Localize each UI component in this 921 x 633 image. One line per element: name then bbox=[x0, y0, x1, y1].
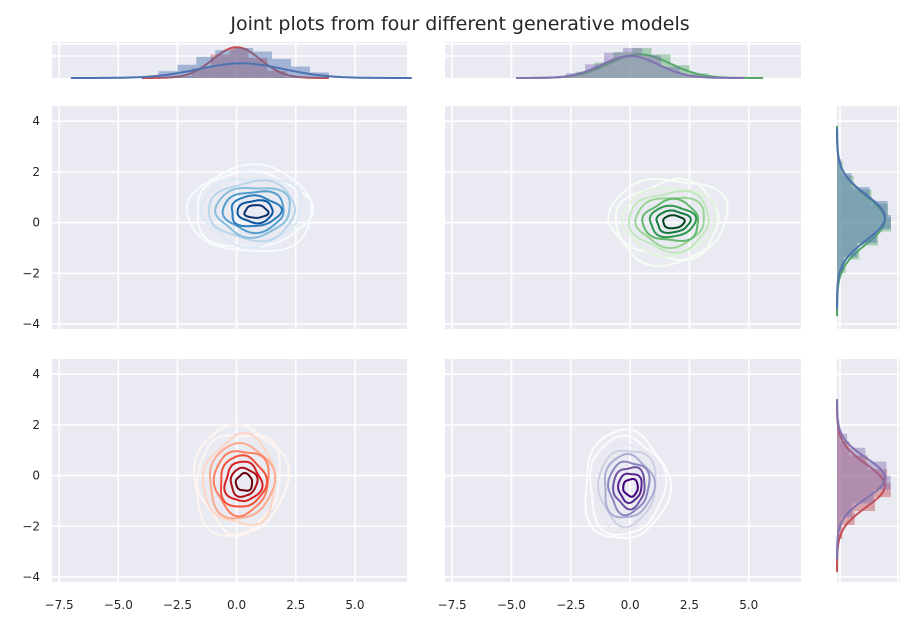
top-hist-bar bbox=[604, 52, 623, 78]
panel-background-top-left bbox=[52, 106, 407, 329]
contour-top-right-level-5 bbox=[641, 197, 700, 243]
contour-top-right-level-1 bbox=[614, 177, 720, 262]
x-tick-label: −7.5 bbox=[438, 598, 467, 612]
contour-bottom-right-level-1 bbox=[589, 434, 668, 537]
right-hist-bar bbox=[837, 441, 850, 456]
right-hist-bar bbox=[837, 475, 891, 490]
contour-bottom-right-level-4 bbox=[603, 452, 657, 519]
panel-background-bottom-right bbox=[445, 359, 801, 582]
contour-bottom-left-level-8 bbox=[234, 471, 254, 492]
right-marginal-background-1 bbox=[837, 359, 900, 582]
x-tick-label: 0.0 bbox=[227, 598, 246, 612]
right-hist-bar bbox=[837, 159, 842, 174]
top-hist-bar bbox=[267, 70, 287, 78]
contour-top-right-level-7 bbox=[655, 209, 692, 235]
contour-top-right-level-6 bbox=[648, 204, 698, 239]
top-hist-bar bbox=[575, 71, 595, 78]
top-hist-bar bbox=[660, 67, 680, 78]
y-tick-label: 2 bbox=[32, 418, 40, 432]
contour-bottom-right-level-7 bbox=[616, 472, 643, 505]
x-tick-label: −2.5 bbox=[556, 598, 585, 612]
right-hist-bar bbox=[837, 203, 888, 218]
contour-bottom-right-level-2 bbox=[592, 442, 662, 534]
contour-bottom-left-level-6 bbox=[223, 460, 264, 503]
y-tick-label: 2 bbox=[32, 165, 40, 179]
top-kde-line bbox=[516, 54, 744, 79]
right-hist-bar bbox=[837, 469, 888, 484]
right-kde-line bbox=[836, 399, 887, 560]
right-hist-bar bbox=[837, 427, 841, 442]
y-tick-label: −2 bbox=[22, 519, 40, 533]
contour-top-right-level-3 bbox=[627, 189, 710, 254]
y-tick-label: 4 bbox=[32, 367, 40, 381]
top-kde-line bbox=[141, 46, 329, 79]
right-kde-line bbox=[836, 128, 887, 309]
top-hist-bar bbox=[172, 75, 192, 78]
contour-bottom-left-level-2 bbox=[202, 431, 277, 527]
contour-top-right-level-8 bbox=[662, 214, 686, 230]
x-tick-label: 5.0 bbox=[345, 598, 364, 612]
top-hist-bar bbox=[566, 73, 586, 78]
contour-top-left-level-4 bbox=[214, 186, 291, 239]
x-tick-label: 0.0 bbox=[621, 598, 640, 612]
right-kde-line bbox=[836, 401, 886, 572]
y-tick-label: 0 bbox=[32, 216, 40, 230]
x-tick-label: −5.0 bbox=[497, 598, 526, 612]
contour-bottom-right-level-3 bbox=[596, 449, 657, 529]
top-hist-bar bbox=[585, 64, 605, 78]
contour-bottom-right-level-6 bbox=[612, 466, 646, 511]
contour-top-left-level-0 bbox=[185, 163, 313, 253]
contour-top-left-level-1 bbox=[197, 170, 315, 248]
y-tick-label: 4 bbox=[32, 114, 40, 128]
right-hist-bar bbox=[837, 161, 843, 176]
x-tick-label: −5.0 bbox=[104, 598, 133, 612]
x-tick-label: −2.5 bbox=[163, 598, 192, 612]
contour-bottom-left-level-1 bbox=[195, 434, 281, 538]
chart-title: Joint plots from four different generati… bbox=[229, 13, 689, 35]
x-tick-label: 5.0 bbox=[739, 598, 758, 612]
contour-bottom-right-level-8 bbox=[622, 477, 639, 498]
top-hist-bar bbox=[191, 68, 211, 78]
top-hist-bar bbox=[623, 48, 642, 78]
contour-top-left-level-7 bbox=[236, 199, 274, 225]
right-hist-bar bbox=[837, 256, 844, 271]
right-hist-bar bbox=[837, 217, 892, 232]
y-tick-label: 0 bbox=[32, 469, 40, 483]
right-hist-bar bbox=[837, 517, 842, 532]
x-tick-label: 2.5 bbox=[680, 598, 699, 612]
right-hist-bar bbox=[837, 433, 848, 448]
y-tick-label: −4 bbox=[22, 317, 40, 331]
top-hist-bar bbox=[689, 73, 709, 78]
contour-bottom-right-level-0 bbox=[584, 428, 673, 540]
contour-bottom-left-level-5 bbox=[220, 454, 269, 508]
right-hist-bar bbox=[837, 524, 843, 539]
x-tick-label: 2.5 bbox=[286, 598, 305, 612]
contour-top-left-level-5 bbox=[221, 190, 285, 235]
contour-top-right-level-4 bbox=[634, 196, 705, 250]
contour-bottom-left-level-4 bbox=[212, 450, 270, 518]
contour-top-left-level-6 bbox=[230, 194, 283, 228]
contour-bottom-left-level-3 bbox=[208, 441, 277, 520]
top-hist-bar bbox=[641, 55, 661, 78]
x-tick-label: −7.5 bbox=[45, 598, 74, 612]
top-kde-line bbox=[70, 62, 412, 79]
plot-area: 4 2 0 −2 −4 4 2 0 −2 −4 −7.5 −5.0 −2.5 0.0 2.5 5.0 −7.5 −… bbox=[22, 42, 900, 612]
contour-bottom-left-level-7 bbox=[229, 466, 259, 498]
top-marginal-background-1 bbox=[445, 42, 801, 78]
contour-bottom-right-level-5 bbox=[607, 460, 651, 517]
right-hist-bar bbox=[837, 483, 891, 498]
right-hist-bar bbox=[837, 214, 891, 229]
y-tick-label: −4 bbox=[22, 570, 40, 584]
top-hist-bar bbox=[210, 54, 230, 78]
contour-top-left-level-8 bbox=[243, 204, 270, 219]
contour-top-left-level-3 bbox=[207, 179, 297, 243]
right-hist-bar bbox=[837, 461, 887, 476]
y-tick-label: −2 bbox=[22, 266, 40, 280]
right-hist-bar bbox=[837, 201, 888, 215]
contour-top-right-level-2 bbox=[620, 187, 717, 258]
right-marginal-background-0 bbox=[837, 106, 900, 329]
